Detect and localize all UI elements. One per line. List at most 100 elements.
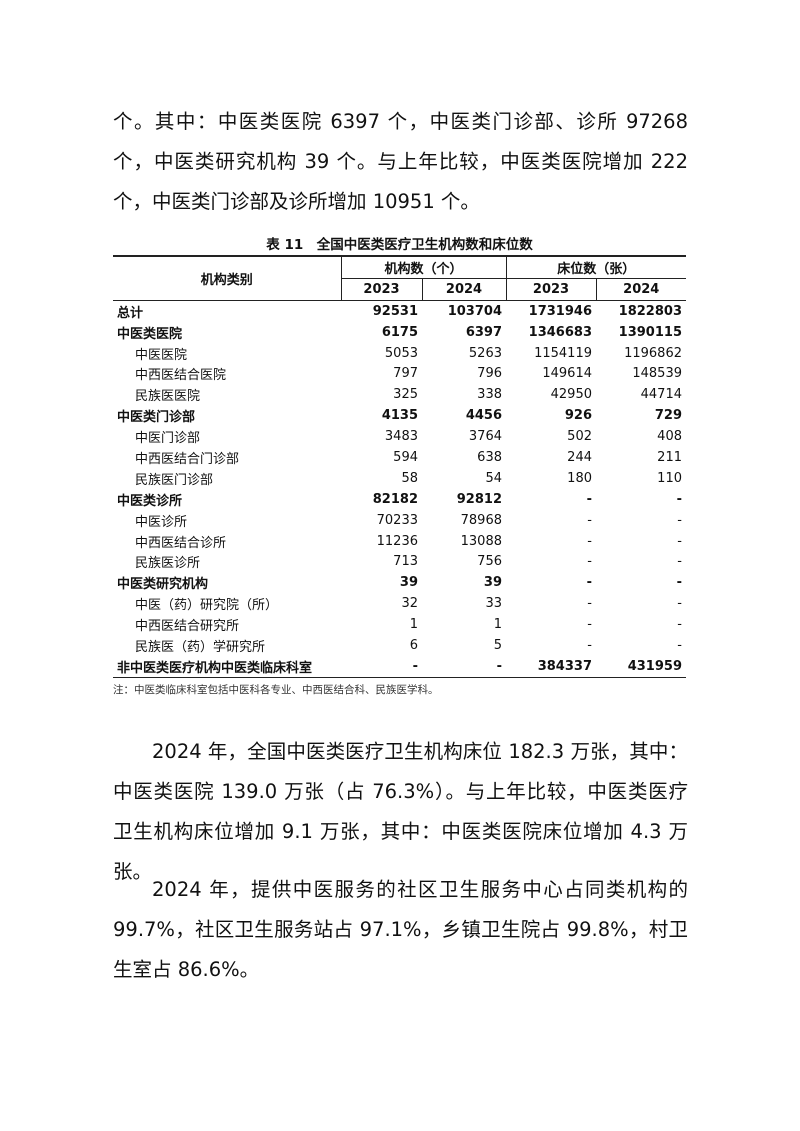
cell-value: 431959 — [596, 655, 686, 678]
row-label: 民族医门诊部 — [135, 472, 214, 488]
cell-value: 1731946 — [528, 303, 592, 319]
cell-value: - — [677, 637, 682, 653]
header-year: 2024 — [596, 278, 686, 301]
cell-value: - — [677, 617, 682, 633]
cell-value: - — [676, 575, 682, 591]
table-row: 中西医结合诊所 11236 13088 - - — [113, 531, 686, 552]
table-row: 民族医（药）学研究所 6 5 - - — [113, 635, 686, 656]
cell-value: 1346683 — [528, 324, 592, 340]
cell-value: - — [587, 617, 592, 633]
cell-value: 5053 — [384, 345, 418, 361]
row-label: 中医类研究机构 — [117, 577, 209, 593]
cell-value: 325 — [393, 387, 418, 403]
cell-value: 3764 — [468, 429, 502, 445]
cell-value: 78968 — [460, 512, 502, 528]
table-row: 中医医院 5053 5263 1154119 1196862 — [113, 343, 686, 364]
row-label: 中西医结合门诊部 — [135, 451, 240, 467]
cell-value: 1822803 — [618, 303, 682, 319]
cell-value: 33 — [485, 596, 502, 612]
cell-value: - — [586, 575, 592, 591]
row-label: 中医（药）研究院（所） — [135, 598, 279, 614]
cell-value: 32 — [401, 596, 418, 612]
cell-value: 92812 — [456, 491, 502, 507]
cell-value: 54 — [485, 470, 502, 486]
table-row: 中医门诊部 3483 3764 502 408 — [113, 426, 686, 447]
cell-value: 638 — [477, 449, 502, 465]
cell-value: - — [341, 655, 422, 678]
row-label: 中医类诊所 — [117, 493, 183, 509]
row-label: 中医门诊部 — [135, 431, 201, 447]
cell-value: 1 — [409, 617, 418, 633]
cell-value: 1196862 — [624, 345, 682, 361]
cell-value: 211 — [657, 449, 682, 465]
header-year: 2024 — [422, 278, 507, 301]
table-row: 非中医类医疗机构中医类临床科室 - -384337 431959 — [113, 655, 686, 678]
cell-value: 244 — [567, 449, 592, 465]
cell-value: 13088 — [460, 533, 502, 549]
cell-value: 42950 — [550, 387, 592, 403]
cell-value: - — [677, 512, 682, 528]
cell-value: - — [677, 533, 682, 549]
paragraph-beds: 2024 年，全国中医类医疗卫生机构床位 182.3 万张，其中：中医类医院 1… — [113, 740, 688, 883]
cell-value: 103704 — [447, 303, 502, 319]
cell-value: 384337 — [506, 655, 596, 678]
cell-value: 1154119 — [534, 345, 592, 361]
table-row: 民族医医院 325 338 42950 44714 — [113, 384, 686, 405]
cell-value: 6397 — [465, 324, 502, 340]
cell-value: 756 — [477, 554, 502, 570]
cell-value: - — [587, 637, 592, 653]
table-row: 中医类诊所 82182 92812 - - — [113, 489, 686, 510]
cell-value: - — [422, 655, 506, 678]
cell-value: 408 — [657, 429, 682, 445]
table-row: 中医（药）研究院（所） 32 33 - - — [113, 593, 686, 614]
cell-value: 6 — [409, 637, 418, 653]
cell-value: 5 — [493, 637, 502, 653]
row-label: 中医类门诊部 — [117, 410, 196, 426]
cell-value: 58 — [401, 470, 418, 486]
table-row: 民族医诊所 713 756 - - — [113, 551, 686, 572]
table-row: 总计 92531 103704 1731946 1822803 — [113, 300, 686, 321]
row-label: 总计 — [117, 305, 144, 321]
cell-value: 729 — [654, 408, 682, 424]
table-caption: 表 11 全国中医类医疗卫生机构数和床位数 — [266, 237, 533, 253]
cell-value: 1 — [493, 617, 502, 633]
header-beds: 床位数（张） — [506, 254, 686, 279]
table-row: 中西医结合医院 797 796 149614 148539 — [113, 363, 686, 384]
cell-value: 4135 — [381, 408, 418, 424]
tcm-institutions-table: 机构类别 机构数（个） 床位数（张） 2023 2024 2023 2024 总… — [113, 254, 686, 678]
cell-value: 39 — [399, 575, 418, 591]
table-row: 中西医结合研究所 1 1 - - — [113, 614, 686, 635]
cell-value: 797 — [393, 366, 418, 382]
cell-value: 713 — [393, 554, 418, 570]
table-row: 中西医结合门诊部 594 638 244 211 — [113, 447, 686, 468]
row-label: 中西医结合研究所 — [135, 619, 240, 635]
table-row: 中医类研究机构 39 39 - - — [113, 572, 686, 593]
cell-value: 926 — [564, 408, 592, 424]
cell-value: 180 — [567, 470, 592, 486]
cell-value: 3483 — [384, 429, 418, 445]
row-label: 中医医院 — [135, 347, 188, 363]
cell-value: 148539 — [632, 366, 682, 382]
header-category: 机构类别 — [113, 254, 342, 301]
table-note: 注：中医类临床科室包括中医科各专业、中西医结合科、民族医学科。 — [113, 684, 439, 696]
header-year: 2023 — [506, 278, 597, 301]
cell-value: - — [677, 596, 682, 612]
cell-value: 502 — [567, 429, 592, 445]
table-row: 中医类门诊部 4135 4456 926 729 — [113, 405, 686, 426]
cell-value: - — [587, 596, 592, 612]
row-label: 民族医医院 — [135, 389, 201, 405]
cell-value: 44714 — [640, 387, 682, 403]
table-row: 中医诊所 70233 78968 - - — [113, 510, 686, 531]
cell-value: 82182 — [372, 491, 418, 507]
header-year: 2023 — [341, 278, 423, 301]
row-label: 中西医结合医院 — [135, 368, 227, 384]
cell-value: - — [586, 491, 592, 507]
cell-value: 338 — [477, 387, 502, 403]
cell-value: - — [677, 554, 682, 570]
cell-value: 5263 — [468, 345, 502, 361]
cell-value: 594 — [393, 449, 418, 465]
cell-value: 149614 — [542, 366, 592, 382]
row-label: 民族医（药）学研究所 — [135, 639, 266, 655]
row-label: 中西医结合诊所 — [135, 535, 227, 551]
table-row: 民族医门诊部 58 54 180 110 — [113, 468, 686, 489]
